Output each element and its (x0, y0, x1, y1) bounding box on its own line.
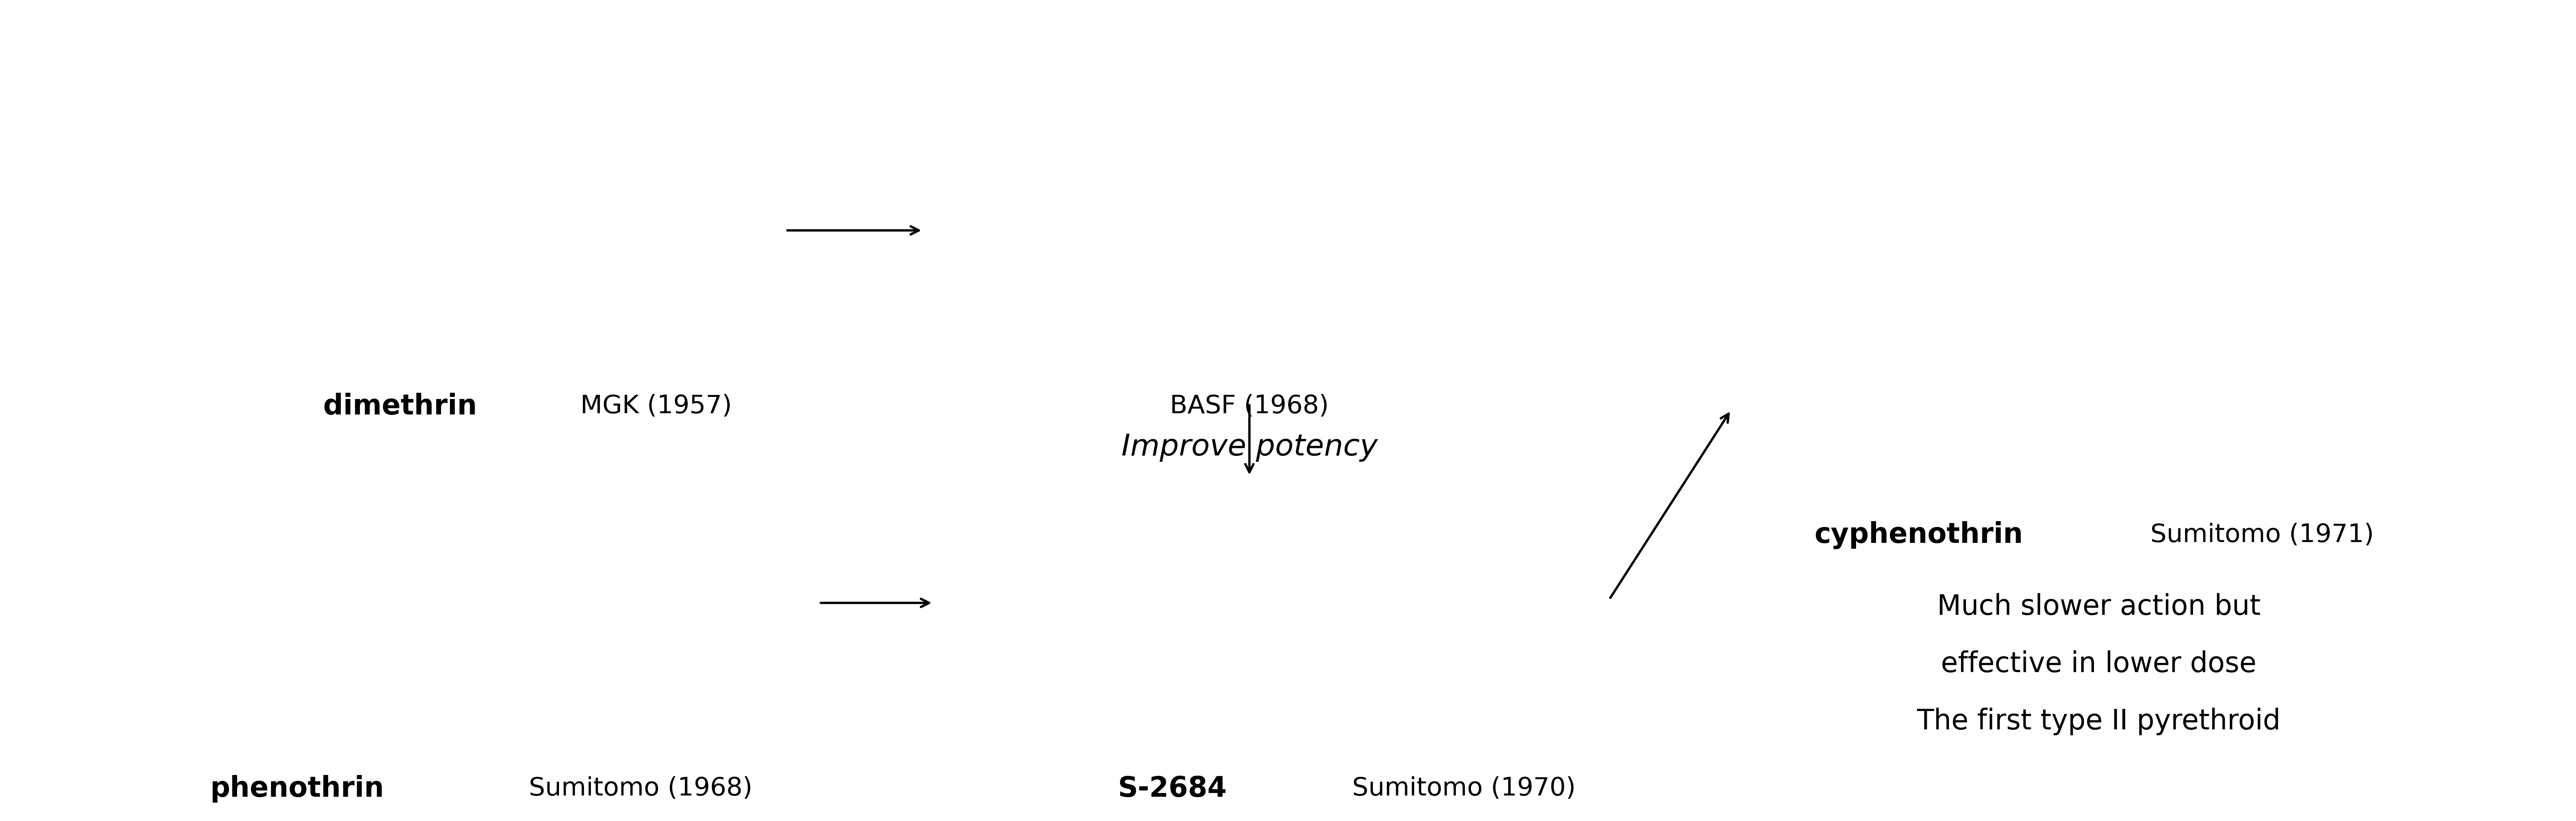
Text: Improve potency: Improve potency (1121, 433, 1378, 461)
Text: effective in lower dose: effective in lower dose (1940, 650, 2257, 678)
Text: The first type II pyrethroid: The first type II pyrethroid (1917, 708, 2280, 736)
Text: MGK (1957): MGK (1957) (580, 394, 732, 419)
Text: phenothrin: phenothrin (211, 775, 384, 803)
Text: dimethrin: dimethrin (322, 392, 477, 420)
Text: Much slower action but: Much slower action but (1937, 594, 2262, 621)
Text: Sumitomo (1968): Sumitomo (1968) (528, 777, 752, 801)
Text: Sumitomo (1970): Sumitomo (1970) (1352, 777, 1577, 801)
Text: Sumitomo (1971): Sumitomo (1971) (2151, 523, 2372, 548)
Text: cyphenothrin: cyphenothrin (1814, 521, 2022, 549)
Text: S-2684: S-2684 (1118, 775, 1226, 803)
Text: BASF (1968): BASF (1968) (1170, 394, 1329, 419)
